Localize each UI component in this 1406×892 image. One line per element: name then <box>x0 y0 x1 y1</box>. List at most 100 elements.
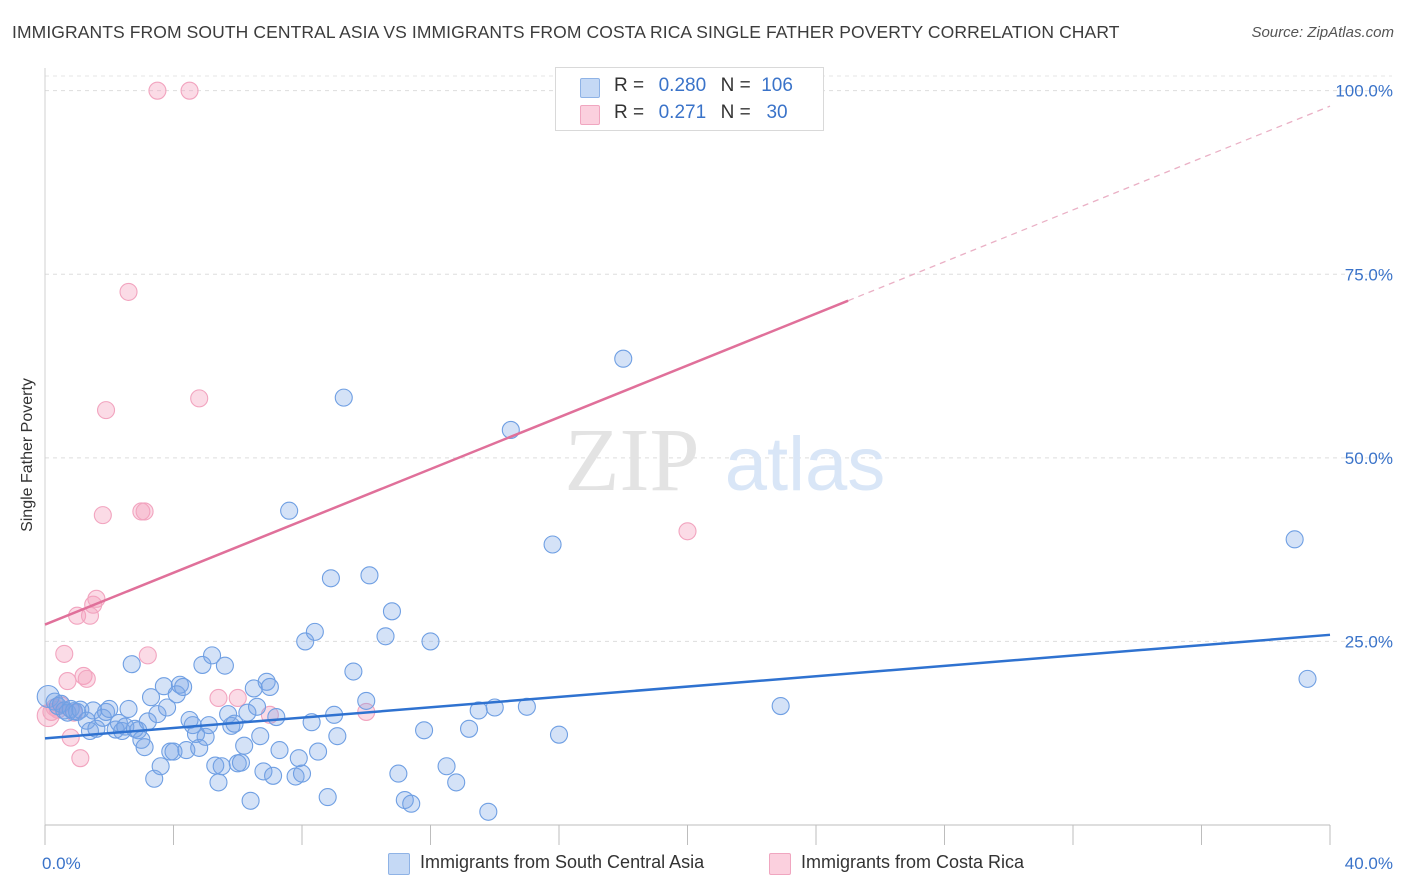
point-blue-14 <box>93 708 112 727</box>
point-blue-101 <box>549 725 569 744</box>
point-blue-94 <box>459 719 479 738</box>
point-blue-103 <box>771 696 790 716</box>
point-blue-67 <box>267 708 286 727</box>
point-blue-37 <box>170 675 189 694</box>
trend-lines <box>44 105 1331 740</box>
point-blue-102 <box>614 349 633 368</box>
point-blue-69 <box>280 501 299 520</box>
point-pink-16 <box>93 506 112 525</box>
point-blue-68 <box>270 741 289 760</box>
point-blue-49 <box>209 773 228 792</box>
point-blue-45 <box>196 727 215 746</box>
grid-lines <box>45 75 1392 642</box>
bottom-legend-swatch-blue <box>388 853 410 875</box>
point-blue-47 <box>203 646 222 665</box>
stats-legend: R = 0.280 N = 106 R = 0.271 N = 30 <box>555 67 824 131</box>
legend-r-value-blue: 0.280 <box>658 75 707 96</box>
point-blue-84 <box>360 566 379 585</box>
chart-title: IMMIGRANTS FROM SOUTH CENTRAL ASIA VS IM… <box>12 22 1120 42</box>
point-blue-59 <box>241 791 260 810</box>
point-blue-65 <box>260 677 279 696</box>
bottom-legend-swatch-pink <box>769 853 791 875</box>
point-blue-63 <box>254 762 273 781</box>
point-blue-51 <box>215 656 234 675</box>
point-blue-96 <box>479 802 498 821</box>
y-axis-label: Single Father Poverty <box>19 378 36 532</box>
point-blue-62 <box>251 727 270 746</box>
point-pink-24 <box>190 389 209 408</box>
point-blue-44 <box>193 655 212 674</box>
trend-line-pink-extension <box>847 105 1331 302</box>
point-blue-86 <box>382 602 402 621</box>
point-blue-28 <box>141 688 161 707</box>
watermark-atlas: atlas <box>725 422 886 507</box>
point-blue-81 <box>334 388 353 407</box>
point-blue-57 <box>235 736 254 755</box>
point-pink-26 <box>228 688 247 708</box>
trend-line-pink <box>44 299 849 626</box>
point-pink-6 <box>58 672 77 691</box>
point-pink-18 <box>119 282 138 301</box>
point-blue-105 <box>1298 669 1317 688</box>
point-blue-31 <box>151 757 170 776</box>
point-blue-89 <box>402 794 421 813</box>
point-blue-43 <box>190 738 209 757</box>
point-blue-26 <box>135 738 154 757</box>
point-blue-76 <box>309 742 328 761</box>
y-tick-label-100: 100.0% <box>1335 82 1393 101</box>
legend-n-value-blue: 106 <box>761 75 793 96</box>
point-blue-75 <box>305 622 324 641</box>
legend-swatch-pink <box>580 105 600 125</box>
point-blue-53 <box>222 716 241 735</box>
trend-line-blue <box>44 633 1331 740</box>
point-pink-20 <box>135 502 154 521</box>
point-blue-33 <box>158 698 177 717</box>
source-label: Source: ZipAtlas.com <box>1251 24 1394 41</box>
point-pink-29 <box>678 522 697 541</box>
y-tick-label-75: 75.0% <box>1345 265 1393 284</box>
axes <box>44 68 1331 845</box>
point-pink-21 <box>138 646 157 665</box>
point-blue-90 <box>415 721 434 740</box>
point-blue-61 <box>247 697 267 716</box>
point-blue-100 <box>543 535 562 554</box>
point-pink-10 <box>71 749 90 768</box>
legend-n-value-pink: 30 <box>766 102 788 123</box>
legend-n-label: N = <box>720 75 751 96</box>
point-blue-80 <box>328 727 347 746</box>
point-blue-9 <box>71 700 90 719</box>
point-blue-71 <box>289 749 308 768</box>
point-blue-22 <box>122 655 141 674</box>
watermark: ZIP atlas <box>565 411 886 510</box>
point-blue-85 <box>376 627 395 646</box>
legend-n-label: N = <box>720 102 751 123</box>
point-blue-30 <box>148 705 167 724</box>
point-blue-21 <box>119 699 138 719</box>
point-blue-87 <box>389 764 408 783</box>
legend-r-label: R = <box>614 75 645 96</box>
point-blue-16 <box>100 699 119 719</box>
point-blue-73 <box>296 632 315 651</box>
bottom-legend-label-pink: Immigrants from Costa Rica <box>801 852 1025 872</box>
tick-labels: 25.0% 50.0% 75.0% 100.0% 0.0% 40.0% <box>42 82 1393 873</box>
point-blue-93 <box>447 773 466 792</box>
x-tick-label-max: 40.0% <box>1345 854 1393 873</box>
legend-r-label: R = <box>614 102 645 123</box>
point-blue-78 <box>321 569 340 588</box>
point-blue-83 <box>357 691 376 710</box>
y-tick-label-50: 50.0% <box>1345 449 1393 468</box>
point-blue-82 <box>344 662 363 681</box>
bottom-legend-label-blue: Immigrants from South Central Asia <box>420 852 705 872</box>
point-blue-56 <box>231 753 251 772</box>
point-blue-15 <box>96 702 116 721</box>
point-blue-64 <box>257 672 276 691</box>
legend-r-value-pink: 0.271 <box>658 102 707 123</box>
y-tick-label-25: 25.0% <box>1345 632 1393 651</box>
point-blue-72 <box>292 764 312 783</box>
point-pink-11 <box>74 666 93 685</box>
watermark-zip: ZIP <box>565 411 700 510</box>
x-tick-label-min: 0.0% <box>42 854 81 873</box>
point-blue-38 <box>174 677 193 696</box>
point-blue-66 <box>264 766 283 785</box>
legend-swatch-blue <box>580 78 600 98</box>
